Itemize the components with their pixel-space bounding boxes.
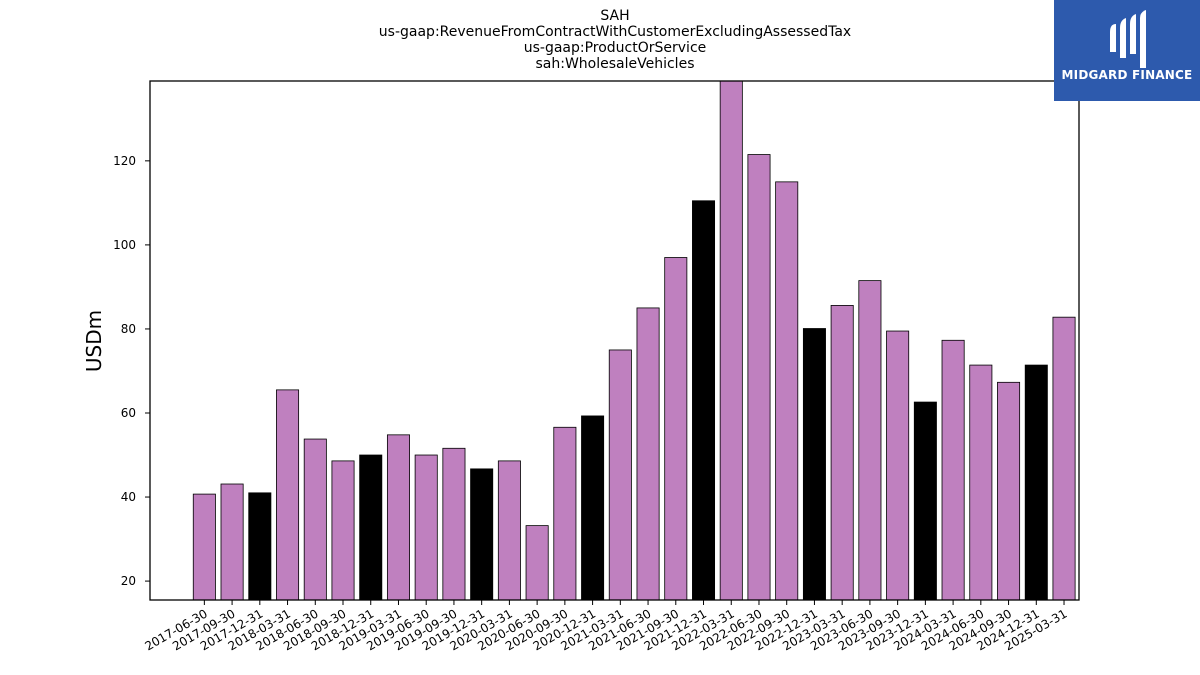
bars-group <box>192 80 1076 601</box>
y-tick-label-40: 40 <box>121 490 136 504</box>
bar-2022-09-30 <box>775 181 799 601</box>
chart-title-line-4: sah:WholesaleVehicles <box>536 56 695 72</box>
y-axis-label: USDm <box>82 310 106 372</box>
bar-2021-12-31 <box>692 200 716 601</box>
chart-title: SAH us-gaap:RevenueFromContractWithCusto… <box>379 8 851 72</box>
y-tick-label-120: 120 <box>113 154 136 168</box>
bar-2022-06-30 <box>747 154 771 601</box>
bar-2018-03-31 <box>276 389 300 601</box>
bar-2024-12-31 <box>1024 364 1048 601</box>
y-tick-label-80: 80 <box>121 322 136 336</box>
bar-2021-06-30 <box>636 307 660 601</box>
midgard-finance-logo: MIDGARD FINANCE <box>1054 0 1200 101</box>
bar-2021-09-30 <box>664 257 688 601</box>
chart-title-line-3: us-gaap:ProductOrService <box>524 40 707 56</box>
bar-2020-09-30 <box>553 426 577 601</box>
bar-2019-12-31 <box>470 468 494 601</box>
bar-2021-03-31 <box>608 349 632 601</box>
bar-2019-06-30 <box>414 454 438 601</box>
bar-2017-09-30 <box>220 483 244 601</box>
bar-2017-12-31 <box>248 492 272 601</box>
y-tick-label-60: 60 <box>121 406 136 420</box>
bar-2017-06-30 <box>192 493 216 601</box>
y-tick-label-100: 100 <box>113 238 136 252</box>
bar-2023-06-30 <box>858 280 882 601</box>
y-tick-label-20: 20 <box>121 574 136 588</box>
chart-title-line-2: us-gaap:RevenueFromContractWithCustomerE… <box>379 24 851 40</box>
bar-2023-12-31 <box>913 401 937 601</box>
bar-2024-06-30 <box>969 364 993 601</box>
bar-2023-03-31 <box>830 305 854 601</box>
plot-frame <box>149 80 1080 601</box>
bar-2024-03-31 <box>941 339 965 601</box>
bar-2020-06-30 <box>525 525 549 601</box>
bar-2018-12-31 <box>359 454 383 601</box>
logo-text: MIDGARD FINANCE <box>1061 68 1193 82</box>
midgard-finance-logo-icon <box>1110 10 1146 68</box>
bar-2019-03-31 <box>386 434 410 601</box>
bar-2025-03-31 <box>1052 316 1076 601</box>
bar-2023-09-30 <box>886 330 910 601</box>
y-axis: 20 40 60 80 100 120 <box>113 154 150 588</box>
bar-2019-09-30 <box>442 447 466 601</box>
bar-2022-12-31 <box>802 328 826 601</box>
bar-2024-09-30 <box>997 381 1021 601</box>
bar-2018-09-30 <box>331 460 355 601</box>
x-axis: 2017-06-302017-09-302017-12-312018-03-31… <box>142 600 1070 653</box>
bar-2020-03-31 <box>497 460 521 601</box>
bar-2020-12-31 <box>581 415 605 601</box>
chart-title-line-1: SAH <box>600 8 629 24</box>
bar-2022-03-31 <box>719 80 743 601</box>
bar-2018-06-30 <box>303 438 327 601</box>
